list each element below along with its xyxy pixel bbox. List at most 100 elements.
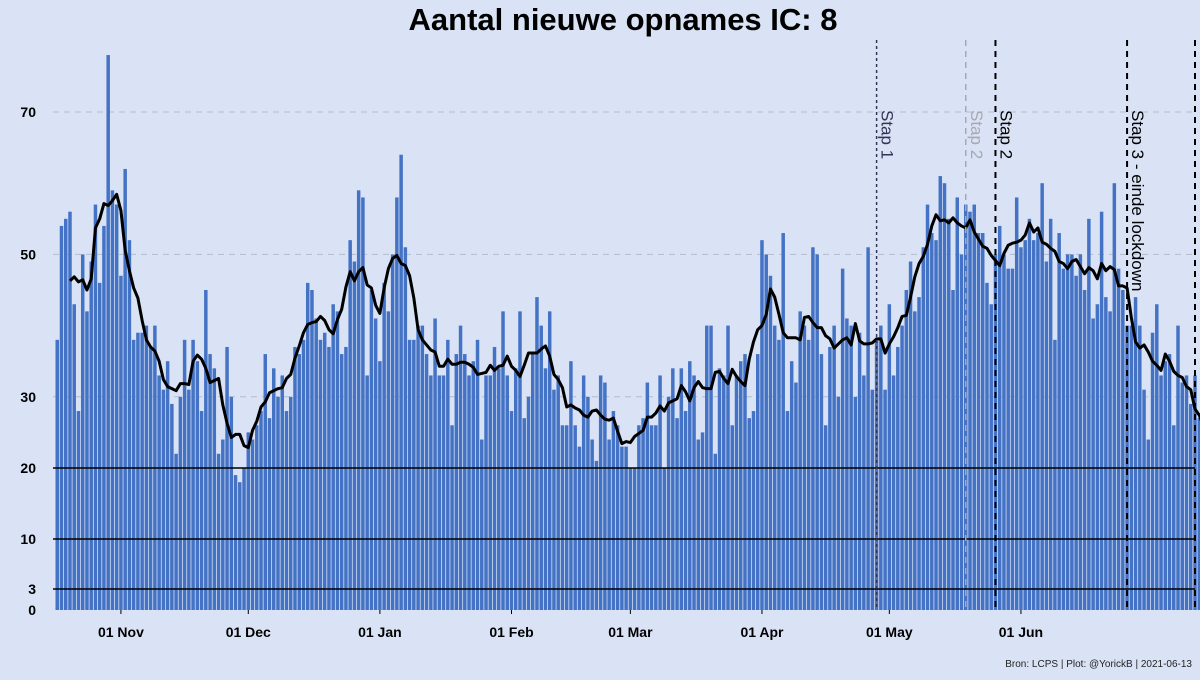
bar	[310, 290, 313, 610]
bar	[323, 333, 326, 610]
bar	[569, 361, 572, 610]
bar	[378, 361, 381, 610]
bar	[98, 283, 101, 610]
bar	[595, 461, 598, 610]
bar	[1189, 404, 1192, 610]
annotation-label: Stap 2	[967, 110, 986, 159]
x-tick-label: 01 Apr	[740, 624, 784, 640]
bar	[331, 304, 334, 610]
bar	[892, 375, 895, 610]
bar	[692, 375, 695, 610]
bar	[586, 397, 589, 610]
bar	[64, 219, 67, 610]
bar	[654, 425, 657, 610]
x-tick-label: 01 Jun	[999, 624, 1043, 640]
bar	[136, 333, 139, 610]
bar	[89, 262, 92, 610]
bar	[531, 354, 534, 610]
bar	[344, 347, 347, 610]
bar	[128, 240, 131, 610]
bar	[412, 340, 415, 610]
bar	[748, 418, 751, 610]
bar	[179, 397, 182, 610]
bar	[947, 219, 950, 610]
bar	[1049, 219, 1052, 610]
bar	[361, 197, 364, 610]
bar	[166, 361, 169, 610]
x-tick-label: 01 Dec	[226, 624, 271, 640]
bar	[314, 318, 317, 610]
bar	[1159, 375, 1162, 610]
bar	[302, 340, 305, 610]
bar	[68, 212, 71, 610]
bar	[493, 347, 496, 610]
bar	[917, 297, 920, 610]
bar	[276, 397, 279, 610]
bar	[926, 205, 929, 610]
bar	[1032, 240, 1035, 610]
bar	[455, 354, 458, 610]
chart-title: Aantal nieuwe opnames IC: 8	[409, 2, 838, 37]
bar	[998, 226, 1001, 610]
bar	[781, 233, 784, 610]
bar	[883, 390, 886, 610]
bar	[556, 375, 559, 610]
bar	[1023, 240, 1026, 610]
bar	[327, 347, 330, 610]
bar	[259, 411, 262, 610]
bar	[281, 375, 284, 610]
bar	[251, 440, 254, 610]
bar	[429, 375, 432, 610]
bar	[815, 254, 818, 610]
bar	[973, 205, 976, 610]
y-tick-label: 3	[28, 581, 36, 597]
bar	[1087, 219, 1090, 610]
bar	[989, 304, 992, 610]
bar	[934, 240, 937, 610]
bar	[1057, 233, 1060, 610]
bar	[841, 269, 844, 610]
bar	[1117, 269, 1120, 610]
bar	[1053, 340, 1056, 610]
bar	[217, 454, 220, 610]
bar	[1019, 247, 1022, 610]
bar	[680, 368, 683, 610]
bar	[968, 212, 971, 610]
bar	[858, 333, 861, 610]
bar	[777, 340, 780, 610]
bar	[671, 368, 674, 610]
bar	[433, 318, 436, 610]
bar	[862, 375, 865, 610]
bar	[794, 383, 797, 610]
bar	[1104, 297, 1107, 610]
y-tick-label: 30	[20, 389, 36, 405]
y-tick-label: 50	[20, 246, 36, 262]
bar	[824, 425, 827, 610]
bar	[187, 390, 190, 610]
bar	[501, 311, 504, 610]
bar	[1181, 383, 1184, 610]
bar	[790, 361, 793, 610]
bar	[1045, 262, 1048, 610]
bar	[119, 276, 122, 610]
chart-source: Bron: LCPS | Plot: @YorickB | 2021-06-13	[1005, 659, 1192, 670]
bar	[1074, 276, 1077, 610]
bar	[1015, 197, 1018, 610]
bar	[399, 155, 402, 610]
bar	[1091, 318, 1094, 610]
bar	[391, 254, 394, 610]
bar	[442, 375, 445, 610]
bar	[960, 254, 963, 610]
bar	[811, 247, 814, 610]
bar	[191, 340, 194, 610]
bar	[739, 361, 742, 610]
bar	[616, 425, 619, 610]
bar	[340, 354, 343, 610]
bar	[1168, 354, 1171, 610]
bar	[837, 397, 840, 610]
bar-series	[56, 55, 1200, 610]
bar	[650, 425, 653, 610]
bar	[170, 404, 173, 610]
